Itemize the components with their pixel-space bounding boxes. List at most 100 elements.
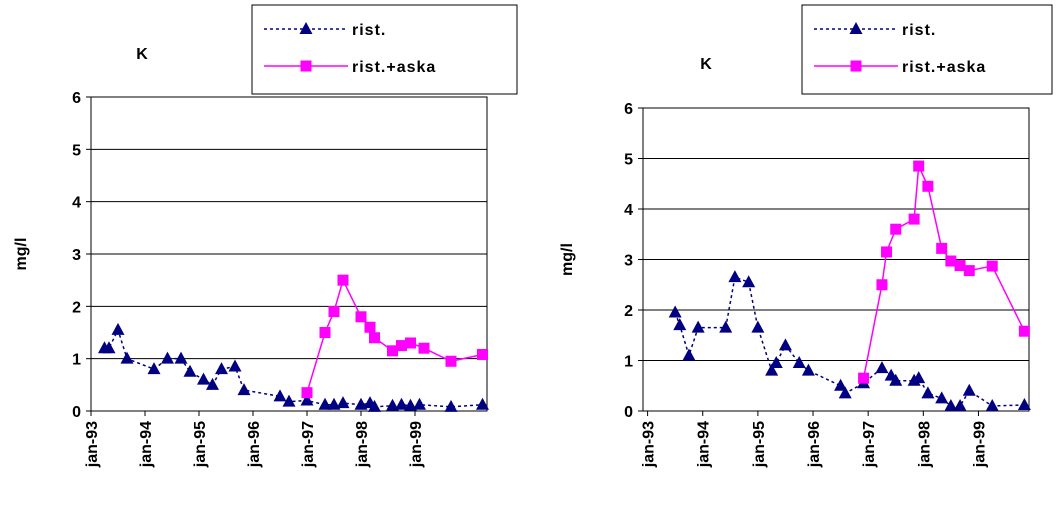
data-point [742, 275, 756, 288]
data-point [986, 260, 998, 272]
series-line [674, 276, 1025, 407]
y-tick-label: 2 [624, 303, 633, 320]
x-tick-label: jan-97 [300, 421, 317, 468]
x-tick-label: jan-94 [696, 421, 713, 468]
data-point [963, 265, 975, 277]
data-point [834, 378, 848, 391]
data-point [668, 305, 682, 318]
data-point [301, 387, 313, 399]
legend-label: rist. [902, 22, 936, 39]
data-point [935, 391, 949, 404]
x-tick-label: jan-95 [751, 421, 768, 468]
y-tick-label: 4 [624, 202, 633, 219]
data-point [120, 351, 134, 364]
data-point [364, 321, 376, 333]
data-point [404, 398, 417, 411]
legend-marker [849, 22, 863, 34]
y-tick-label: 6 [624, 101, 633, 118]
data-point [444, 399, 458, 412]
y-tick-label: 1 [624, 354, 633, 371]
data-point [327, 397, 341, 410]
data-point [682, 348, 696, 361]
data-point [858, 372, 870, 384]
y-tick-label: 0 [72, 404, 81, 421]
data-point [921, 386, 935, 399]
y-tick-label: 5 [624, 152, 633, 169]
data-point [945, 255, 957, 267]
data-point [161, 351, 174, 364]
x-tick-label: jan-97 [861, 421, 878, 468]
data-point [962, 383, 976, 396]
data-point [354, 397, 368, 410]
data-point [273, 389, 287, 402]
data-point [936, 242, 948, 254]
data-point [174, 351, 188, 364]
data-point [386, 398, 399, 411]
data-point [111, 322, 125, 335]
data-point [728, 270, 742, 283]
data-point [300, 393, 314, 406]
legend-label: rist.+aska [352, 59, 436, 76]
data-point [418, 342, 430, 354]
data-point [355, 311, 367, 323]
data-point [876, 279, 888, 291]
data-point [751, 320, 765, 333]
y-tick-label: 4 [72, 195, 81, 212]
data-point [838, 386, 852, 399]
data-point [1018, 325, 1030, 337]
data-point [801, 363, 815, 376]
data-point [792, 356, 806, 369]
data-point [413, 397, 426, 410]
x-tick-label: jan-96 [246, 421, 263, 468]
data-point [445, 355, 457, 367]
x-tick-label: jan-95 [192, 421, 209, 468]
data-point [387, 345, 398, 357]
data-point [183, 364, 197, 377]
y-tick-label: 0 [624, 404, 633, 421]
data-point [944, 398, 958, 411]
data-point [691, 320, 705, 333]
y-axis-label: mg/l [559, 243, 576, 276]
data-point [369, 332, 380, 344]
x-tick-label: jan-99 [408, 421, 425, 468]
legend-marker [850, 60, 862, 72]
y-tick-label: 2 [72, 299, 81, 316]
data-point [908, 213, 920, 225]
data-point [328, 306, 340, 318]
x-tick-label: jan-98 [916, 421, 933, 468]
data-point [673, 318, 687, 331]
legend-label: rist.+aska [902, 59, 986, 76]
data-point [875, 361, 889, 374]
data-point [953, 398, 967, 411]
y-tick-label: 3 [72, 247, 81, 264]
data-point [405, 337, 416, 349]
data-point [319, 327, 331, 338]
chart-title: K [700, 56, 712, 73]
x-tick-label: jan-98 [354, 421, 371, 468]
data-point [954, 260, 966, 272]
x-tick-label: jan-94 [138, 421, 155, 468]
legend-box [801, 4, 1053, 95]
data-point [337, 274, 349, 286]
data-point [985, 398, 999, 411]
y-tick-label: 5 [72, 142, 81, 159]
x-tick-label: jan-96 [806, 421, 823, 468]
x-tick-label: jan-93 [84, 421, 101, 468]
y-tick-label: 6 [72, 90, 81, 107]
data-point [396, 340, 407, 352]
data-point [336, 396, 350, 409]
legend-box [251, 4, 518, 95]
data-point [395, 397, 408, 410]
data-point [197, 372, 210, 385]
chart-title: K [136, 46, 148, 63]
data-point [719, 320, 733, 333]
data-point [765, 363, 779, 376]
data-point [912, 371, 926, 384]
x-tick-label: jan-99 [971, 421, 988, 468]
series-line [306, 278, 483, 393]
legend-marker [299, 22, 313, 34]
data-point [237, 383, 251, 396]
y-axis-label: mg/l [13, 238, 30, 271]
data-point [890, 223, 902, 235]
